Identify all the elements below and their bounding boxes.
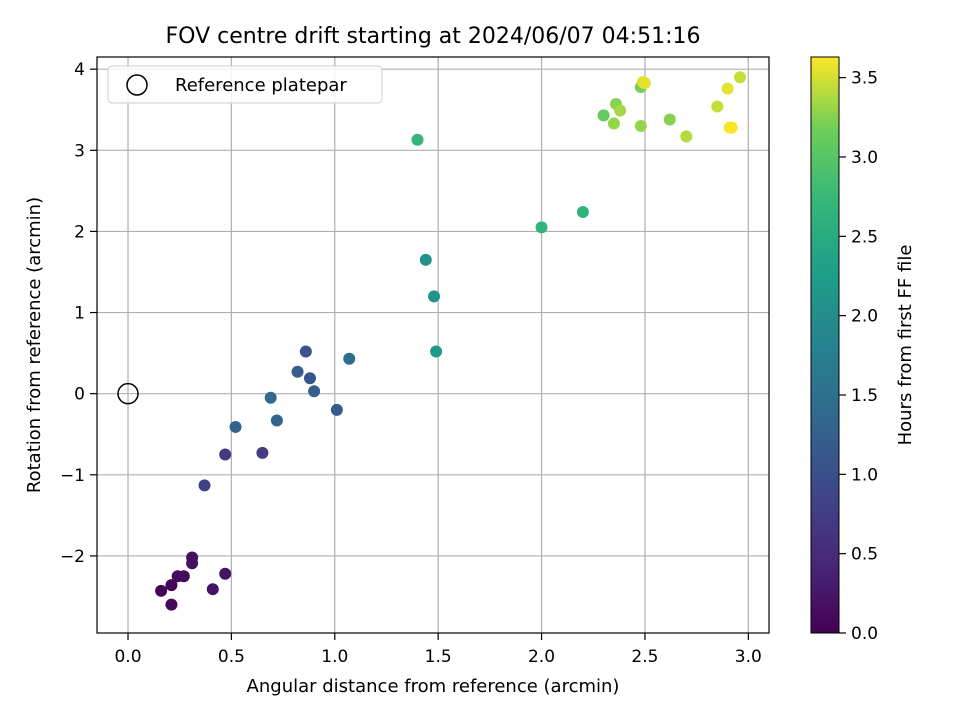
colorbar-tick-label: 1.0	[851, 465, 878, 485]
data-point	[165, 598, 178, 611]
data-point	[186, 557, 199, 570]
y-tick-label: 4	[74, 60, 85, 80]
y-axis: −2 −1 0 1 2 3 4	[60, 60, 97, 567]
data-point	[597, 109, 610, 122]
colorbar-gradient	[810, 56, 840, 634]
y-tick-label: 0	[74, 385, 85, 405]
x-tick-label: 0.0	[114, 647, 141, 667]
x-tick-label: 2.5	[631, 647, 658, 667]
data-point	[734, 71, 747, 84]
data-point	[206, 583, 219, 596]
colorbar-tick-label: 2.0	[851, 307, 878, 327]
data-point	[725, 121, 738, 134]
data-point	[303, 372, 316, 385]
data-point	[721, 82, 734, 95]
y-tick-label: −1	[60, 466, 85, 486]
colorbar-tick-label: 3.5	[851, 69, 878, 89]
data-point	[428, 290, 441, 303]
legend-marker-icon	[126, 74, 148, 96]
data-point	[229, 420, 242, 433]
x-tick-label: 1.0	[321, 647, 348, 667]
y-tick-label: 3	[74, 141, 85, 161]
legend: Reference platepar	[107, 65, 383, 104]
data-points	[155, 71, 747, 611]
data-point	[155, 584, 168, 597]
data-point	[256, 446, 269, 459]
data-point	[430, 345, 443, 358]
data-point	[291, 365, 304, 378]
colorbar-tick-label: 0.5	[851, 545, 878, 565]
plot-frame	[96, 56, 770, 634]
chart-title: FOV centre drift starting at 2024/06/07 …	[166, 24, 701, 49]
data-point	[219, 448, 232, 461]
x-axis: 0.0 0.5 1.0 1.5 2.0 2.5 3.0	[114, 633, 762, 667]
colorbar-tick-label: 2.5	[851, 227, 878, 247]
legend-entry: Reference platepar	[175, 75, 347, 96]
data-point	[576, 205, 589, 218]
x-tick-label: 1.5	[425, 647, 452, 667]
reference-point	[117, 382, 139, 405]
data-point	[308, 385, 321, 398]
data-point	[330, 403, 343, 416]
colorbar-ticks: 0.0 0.5 1.0 1.5 2.0 2.5 3.0 3.5	[839, 69, 878, 644]
data-point	[177, 570, 190, 583]
x-tick-label: 3.0	[735, 647, 762, 667]
data-point	[663, 113, 676, 126]
data-point	[419, 253, 432, 266]
data-point	[607, 117, 620, 130]
x-axis-label: Angular distance from reference (arcmin)	[247, 676, 620, 697]
data-point	[638, 76, 651, 89]
data-point	[634, 119, 647, 132]
x-tick-label: 0.5	[218, 647, 245, 667]
data-point	[711, 100, 724, 113]
colorbar: 0.0 0.5 1.0 1.5 2.0 2.5 3.0 3.5 Hours from firs…	[810, 56, 916, 644]
reference-marker	[117, 382, 139, 405]
y-tick-label: 1	[74, 304, 85, 324]
legend-box	[107, 65, 383, 104]
data-point	[219, 567, 232, 580]
x-tick-label: 2.0	[528, 647, 555, 667]
data-point	[614, 104, 627, 117]
data-point	[264, 391, 277, 404]
colorbar-label: Hours from first FF file	[895, 245, 916, 446]
data-point	[165, 579, 178, 592]
data-point	[411, 133, 424, 146]
y-axis-label: Rotation from reference (arcmin)	[24, 197, 45, 493]
y-tick-label: −2	[60, 547, 85, 567]
data-point	[343, 352, 356, 365]
colorbar-tick-label: 1.5	[851, 386, 878, 406]
y-tick-label: 2	[74, 222, 85, 242]
data-point	[198, 479, 211, 492]
colorbar-tick-label: 3.0	[851, 148, 878, 168]
data-point	[680, 130, 693, 143]
grid	[97, 57, 769, 633]
data-point	[299, 345, 312, 358]
colorbar-tick-label: 0.0	[851, 624, 878, 644]
data-point	[535, 221, 548, 234]
data-point	[270, 414, 283, 427]
